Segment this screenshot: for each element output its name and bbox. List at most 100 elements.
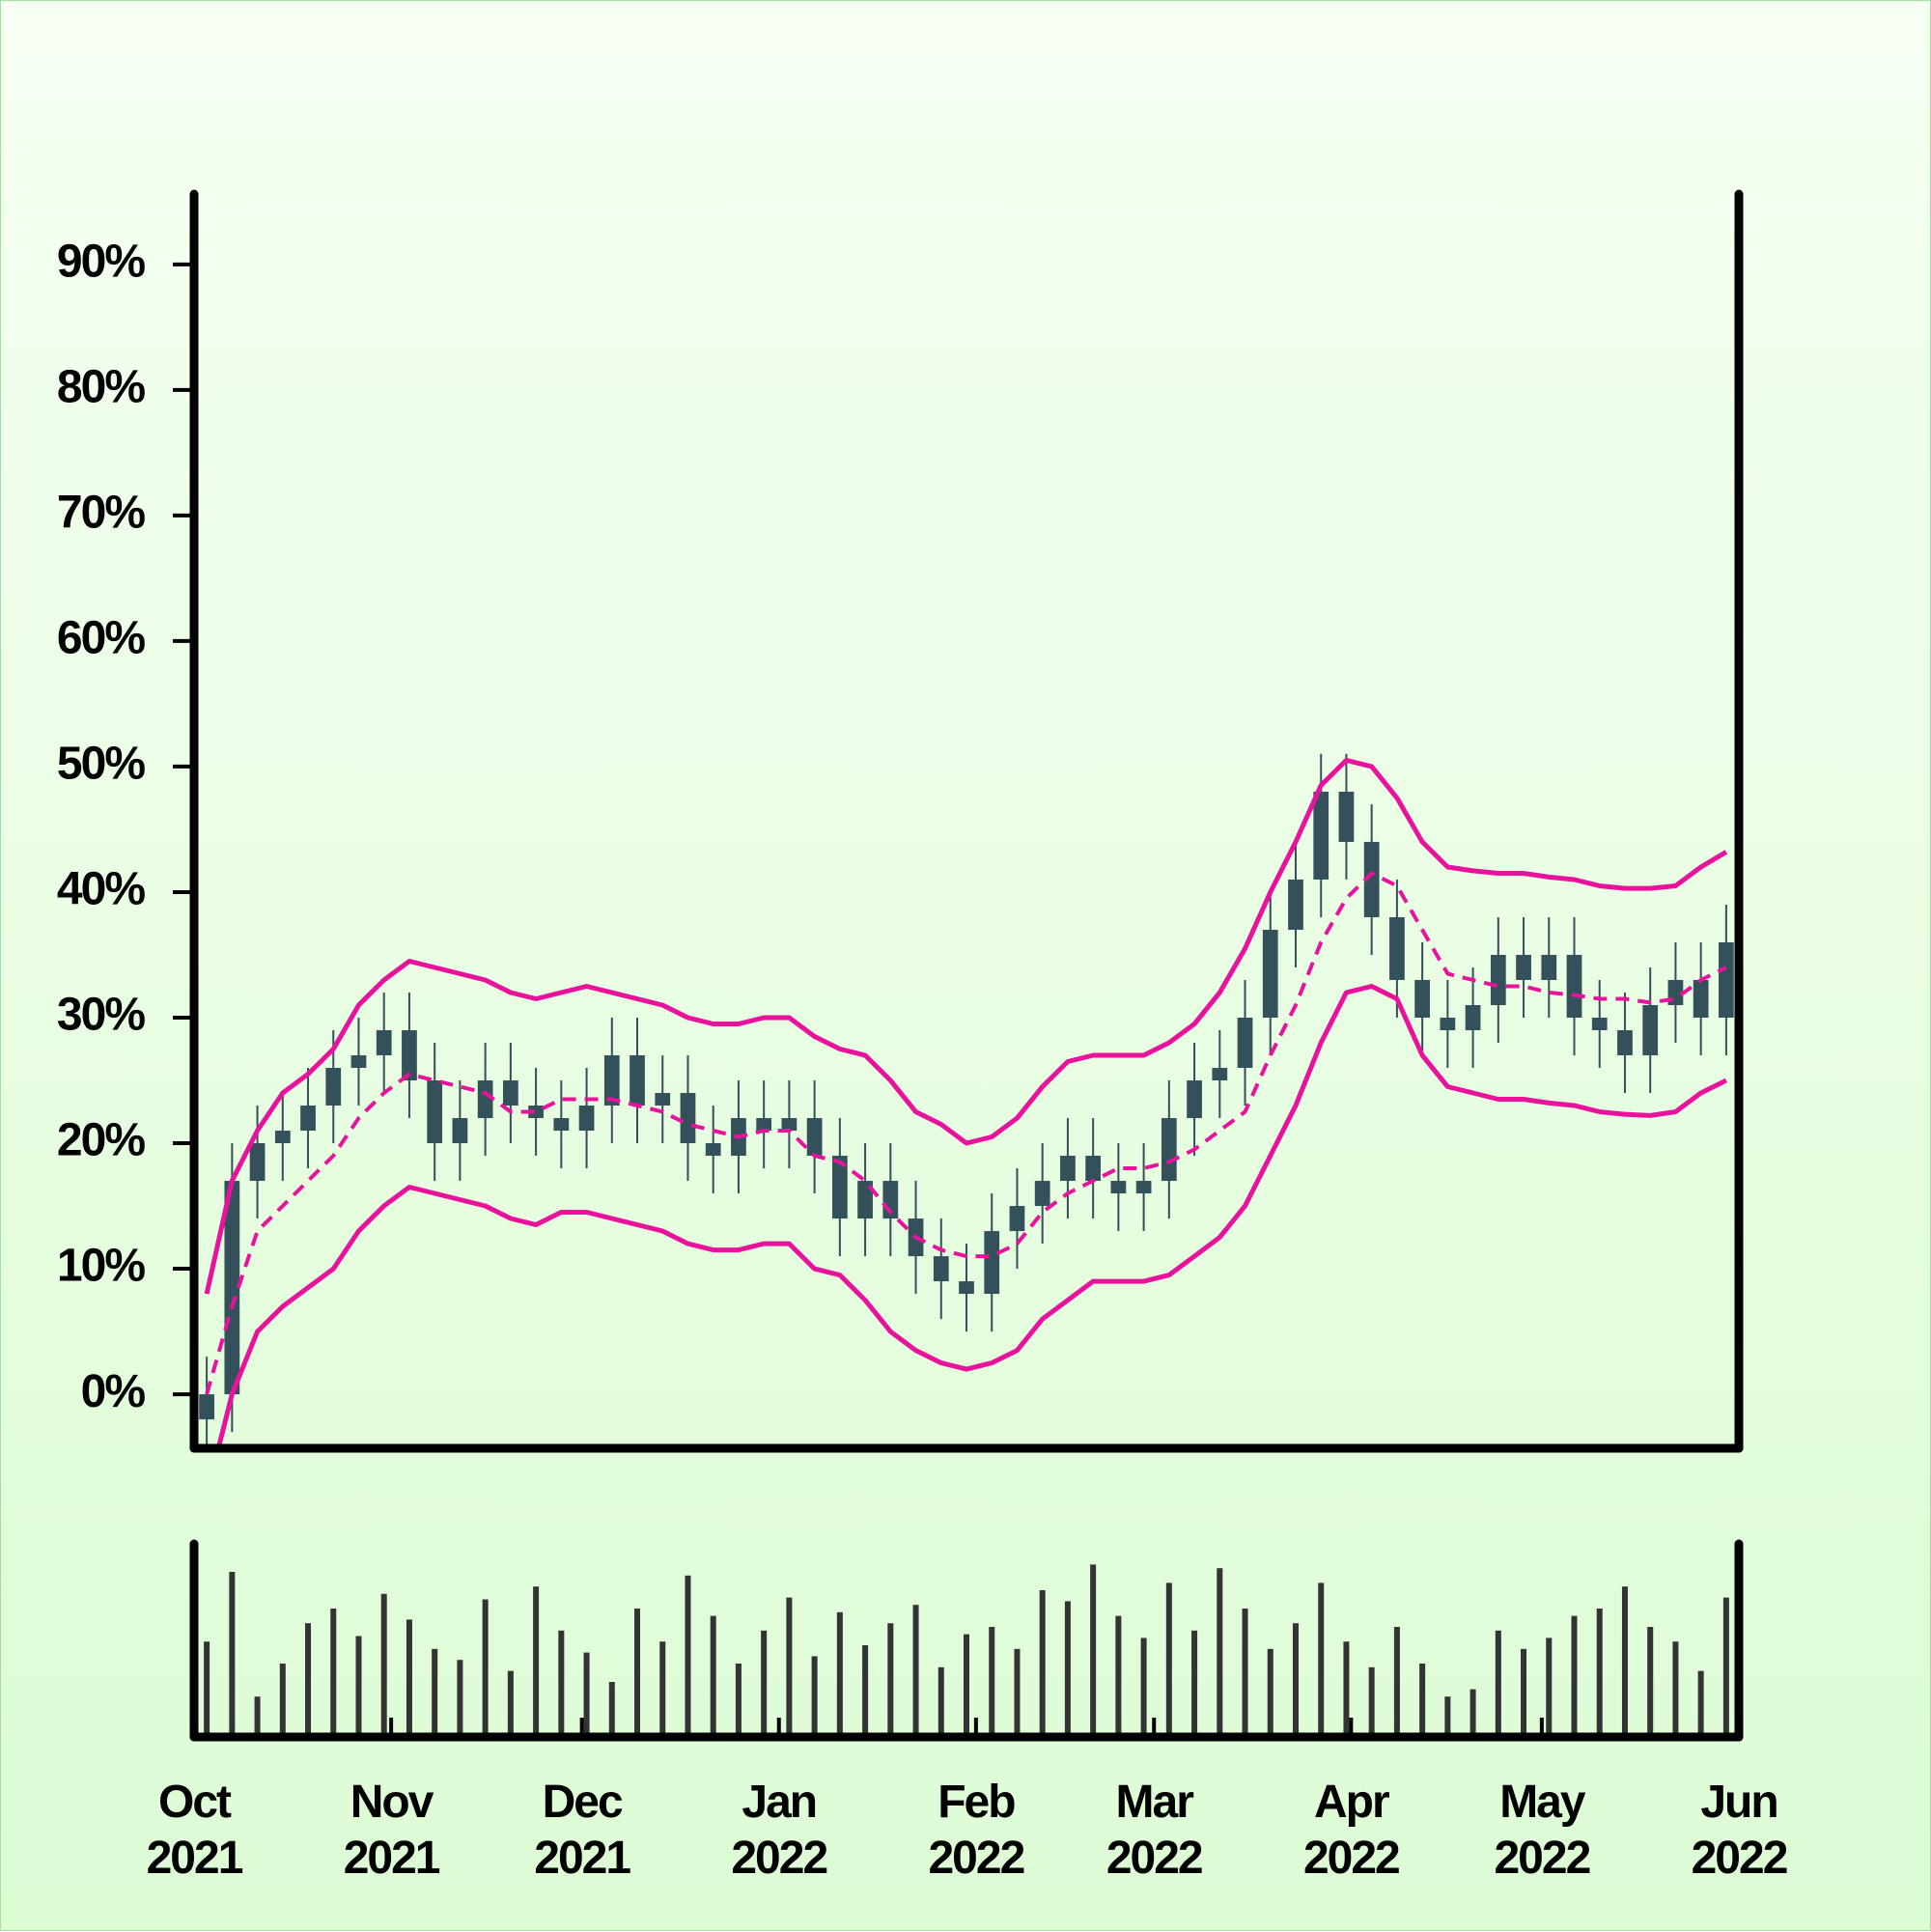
candle-body bbox=[528, 1106, 544, 1119]
candle-body bbox=[984, 1231, 1000, 1295]
y-tick-label: 40% bbox=[57, 864, 145, 915]
candle-body bbox=[1060, 1156, 1076, 1182]
y-tick-label: 60% bbox=[57, 613, 145, 664]
candle-body bbox=[1566, 954, 1582, 1018]
volume-bar bbox=[1368, 1666, 1375, 1737]
volume-bar bbox=[1115, 1615, 1122, 1737]
x-tick-label: Feb 2022 bbox=[928, 1777, 1025, 1884]
candle-body bbox=[350, 1055, 367, 1069]
candle-body bbox=[831, 1156, 848, 1219]
candle-body bbox=[274, 1131, 291, 1144]
volume-bar bbox=[735, 1664, 742, 1737]
volume-bar bbox=[432, 1648, 438, 1737]
candle-body bbox=[578, 1106, 595, 1132]
volume-bar bbox=[1469, 1689, 1476, 1737]
volume-bar bbox=[938, 1666, 944, 1737]
x-tick-label: Jan 2022 bbox=[731, 1777, 828, 1884]
candle-body bbox=[1187, 1080, 1202, 1119]
volume-bar bbox=[1621, 1586, 1628, 1737]
volume-bar bbox=[1495, 1630, 1501, 1737]
band-upper bbox=[204, 757, 1728, 1295]
volume-bar bbox=[1393, 1627, 1400, 1737]
bands bbox=[204, 757, 1728, 1448]
band-lower bbox=[215, 984, 1728, 1448]
y-tick-label: 90% bbox=[57, 236, 145, 287]
candle-body bbox=[1465, 1004, 1481, 1030]
candle-body bbox=[1440, 1017, 1456, 1030]
candle-body bbox=[199, 1394, 214, 1420]
x-tick-label: Oct 2021 bbox=[146, 1777, 244, 1884]
candle-body bbox=[1693, 979, 1709, 1018]
volume-bar bbox=[1318, 1582, 1325, 1737]
volume-bar bbox=[786, 1597, 793, 1737]
volume-bar bbox=[1419, 1664, 1426, 1737]
y-tick-label: 70% bbox=[57, 488, 145, 539]
x-tick-label: Dec 2021 bbox=[534, 1777, 631, 1884]
volume-bar bbox=[1571, 1615, 1578, 1737]
volume-bar bbox=[406, 1619, 412, 1737]
x-tick-label: May 2022 bbox=[1494, 1777, 1591, 1884]
volume-bar bbox=[457, 1660, 463, 1737]
candle-body bbox=[1414, 979, 1430, 1018]
volume-bar bbox=[1242, 1609, 1248, 1737]
volume-bar bbox=[305, 1623, 312, 1737]
volume-bar bbox=[254, 1696, 261, 1737]
volume-bar bbox=[608, 1682, 615, 1737]
candle-body bbox=[1338, 791, 1355, 842]
candle-body bbox=[1363, 841, 1380, 917]
volume-bar bbox=[1014, 1648, 1021, 1737]
volume-bar bbox=[330, 1609, 337, 1737]
volume-bar bbox=[1596, 1609, 1603, 1737]
candle-body bbox=[224, 1181, 240, 1395]
candle-body bbox=[1212, 1068, 1228, 1081]
candle-body bbox=[781, 1118, 798, 1132]
volume-bar bbox=[811, 1656, 818, 1737]
volume-bar bbox=[1444, 1696, 1451, 1737]
candle-body bbox=[325, 1068, 342, 1106]
candle-body bbox=[1085, 1156, 1102, 1182]
candle-body bbox=[402, 1030, 417, 1081]
candle-body bbox=[1719, 941, 1734, 1018]
volume-bar bbox=[533, 1586, 540, 1737]
candle-body bbox=[857, 1181, 873, 1219]
y-tick-label: 80% bbox=[57, 362, 145, 413]
candle-body bbox=[300, 1106, 316, 1132]
candle-body bbox=[1288, 879, 1303, 930]
candle-body bbox=[427, 1080, 443, 1144]
volume-bar bbox=[507, 1670, 514, 1737]
volume-bar bbox=[659, 1641, 666, 1737]
candle-body bbox=[1313, 791, 1329, 880]
candle-body bbox=[1262, 929, 1278, 1018]
candle-body bbox=[630, 1055, 645, 1106]
x-tick-label: Apr 2022 bbox=[1302, 1777, 1401, 1884]
candle-body bbox=[933, 1256, 949, 1282]
volume-bar bbox=[558, 1630, 565, 1737]
candle-body bbox=[376, 1030, 392, 1056]
candle-body bbox=[249, 1143, 266, 1182]
y-tick-label: 0% bbox=[81, 1366, 146, 1417]
y-tick-label: 50% bbox=[57, 739, 145, 790]
candle-body bbox=[553, 1118, 570, 1132]
x-tick-label: Mar 2022 bbox=[1105, 1777, 1204, 1884]
volume-bar bbox=[1521, 1648, 1527, 1737]
volume-bar bbox=[1647, 1627, 1654, 1737]
candle-body bbox=[477, 1080, 493, 1119]
volume-bar bbox=[964, 1634, 969, 1737]
volume-bar bbox=[1140, 1638, 1147, 1737]
volume-bar bbox=[912, 1605, 919, 1737]
candle-body bbox=[1490, 954, 1506, 1005]
candle-body bbox=[1161, 1118, 1177, 1182]
candle-body bbox=[1541, 954, 1557, 980]
candle-body bbox=[452, 1118, 468, 1144]
candle-body bbox=[1516, 954, 1531, 980]
volume-bar bbox=[710, 1615, 716, 1737]
volume-bar bbox=[1165, 1582, 1172, 1737]
candle-body bbox=[1135, 1181, 1152, 1194]
volume-bar bbox=[1217, 1568, 1223, 1737]
y-tick-label: 20% bbox=[57, 1115, 145, 1166]
volume-bar bbox=[989, 1627, 995, 1737]
candle-body bbox=[603, 1055, 620, 1106]
volume-bar bbox=[887, 1623, 894, 1737]
